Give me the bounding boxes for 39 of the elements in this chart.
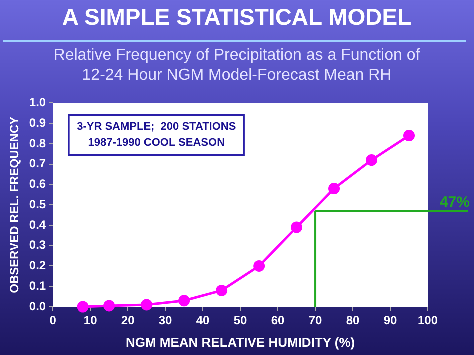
point — [404, 130, 416, 142]
annotation: 1987-1990 COOL SEASON — [88, 137, 226, 150]
y-tick-label: 0.7 — [29, 156, 46, 171]
point — [328, 183, 340, 195]
point — [366, 154, 378, 166]
chart-title: A SIMPLE STATISTICAL MODEL — [61, 4, 413, 31]
y-tick-label: 0.1 — [29, 278, 46, 293]
y-tick-label: 0.3 — [29, 238, 46, 252]
y-tick-label: 0.5 — [29, 197, 46, 212]
y-tick-label: 0.2 — [29, 258, 46, 273]
y-tick-label: 0.4 — [29, 218, 46, 232]
point — [77, 301, 89, 313]
point — [291, 222, 303, 234]
y-tick-label: 0.9 — [29, 116, 46, 130]
chart-subtitle: Relative Frequency of Precipitation as a Function of 12-24 Hour NGM Model-Forecast Mean RH — [52, 46, 422, 86]
x-tick-label: 70 — [308, 314, 323, 328]
x-tick-label: 0 — [50, 314, 57, 328]
y-tick-label: 0.8 — [29, 136, 46, 150]
annotation: 3-YR SAMPLE; 200 STATIONS — [77, 121, 236, 134]
y-tick-label: 0.0 — [29, 299, 46, 314]
y-axis-title: OBSERVED REL. FREQUENCY — [8, 116, 22, 294]
x-tick-label: 20 — [121, 314, 136, 328]
ref-line-label: 47% — [440, 194, 470, 211]
point — [178, 295, 190, 307]
x-tick-label: 80 — [346, 314, 360, 328]
x-axis-title: NGM MEAN RELATIVE HUMIDITY (%) — [126, 334, 356, 350]
x-tick-label: 40 — [196, 314, 210, 328]
x-tick-label: 10 — [84, 314, 98, 328]
point — [216, 284, 228, 296]
point — [141, 299, 153, 311]
point — [254, 260, 266, 272]
y-tick-label: 1.0 — [29, 96, 46, 110]
x-tick-label: 90 — [384, 314, 398, 328]
point — [104, 300, 116, 312]
x-tick-label: 30 — [158, 314, 173, 328]
y-tick-label: 0.6 — [29, 177, 46, 192]
x-tick-label: 60 — [271, 314, 286, 328]
x-tick-label: 100 — [418, 314, 438, 328]
x-tick-label: 50 — [234, 314, 248, 328]
